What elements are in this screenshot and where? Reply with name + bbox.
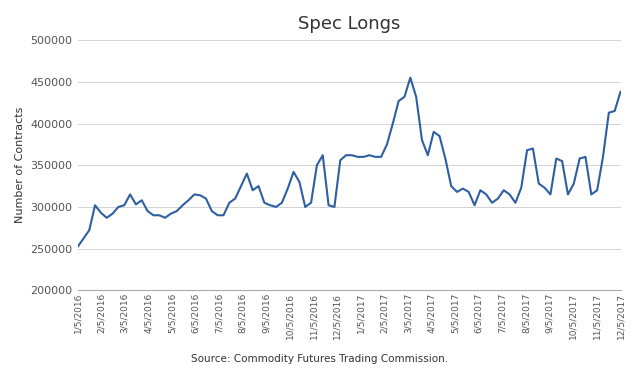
Y-axis label: Number of Contracts: Number of Contracts <box>15 107 25 223</box>
Text: Source: Commodity Futures Trading Commission.: Source: Commodity Futures Trading Commis… <box>191 354 449 363</box>
Title: Spec Longs: Spec Longs <box>298 15 400 33</box>
